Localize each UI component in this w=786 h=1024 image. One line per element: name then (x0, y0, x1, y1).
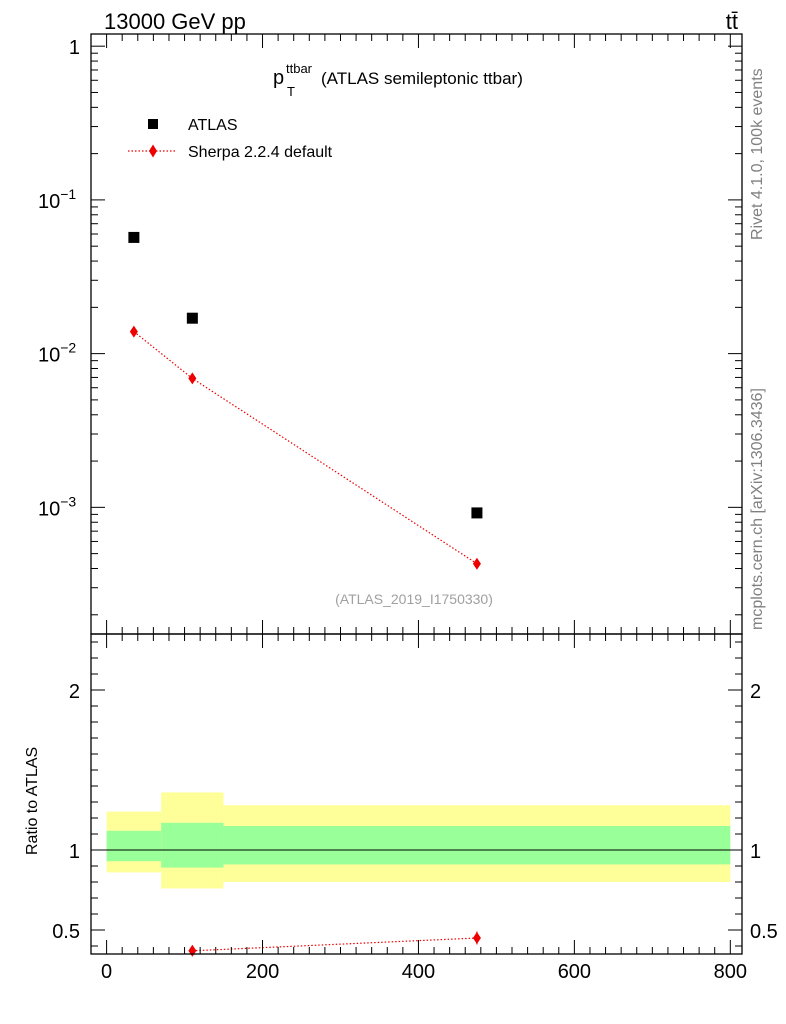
ratio-xtick-label-4: 800 (714, 961, 747, 983)
sherpa-line (133, 331, 478, 565)
legend-label-atlas: ATLAS (188, 117, 238, 134)
ratio-ylabel: Ratio to ATLAS (24, 747, 41, 855)
ratio-sherpa-point-1 (472, 932, 481, 944)
legend-label-sherpa: Sherpa 2.2.4 default (188, 144, 333, 161)
ratio-band-3 (106, 830, 162, 862)
sherpa-point-0 (129, 325, 138, 338)
ratio-ytick-label-right-1: 1 (750, 841, 761, 863)
legend-marker-atlas (148, 119, 158, 129)
ratio-ytick-label-left-0: 0.5 (52, 921, 80, 943)
ratio-ytick-label-right-0: 0.5 (750, 921, 778, 943)
ratio-panel: 0.5 0.5 1 1 2 2 0 200 400 600 800 (52, 633, 778, 983)
sherpa-point-2 (472, 557, 481, 570)
atlas-point-0 (128, 231, 140, 243)
ratio-bands (106, 792, 731, 889)
rivet-label: Rivet 4.1.0, 100k events (749, 68, 766, 240)
ratio-plot-content (188, 931, 481, 957)
ratio-ytick-label-left-2: 2 (69, 681, 80, 703)
title-rest: (ATLAS semileptonic ttbar) (321, 69, 523, 88)
main-ytick-label-0: 1 (69, 37, 80, 59)
ratio-ytick-label-right-2: 2 (750, 681, 761, 703)
analysis-label: (ATLAS_2019_I1750330) (335, 591, 493, 607)
title-base: p (273, 67, 284, 89)
header-left-label: 13000 GeV pp (104, 9, 246, 34)
main-title: p ttbar T (ATLAS semileptonic ttbar) (273, 57, 523, 100)
legend-marker-sherpa (149, 144, 157, 158)
title-superscript: ttbar (286, 61, 313, 76)
ratio-xtick-label-1: 200 (246, 961, 279, 983)
main-panel: 1 10−1 10−2 10−3 p ttbar T (ATLAS semilepto… (38, 33, 743, 635)
ratio-axes: 0.5 0.5 1 1 2 2 0 200 400 600 800 (52, 634, 778, 983)
main-ytick-label-2: 10−2 (38, 340, 76, 367)
ratio-band-4 (161, 822, 224, 868)
header-right-label: tt̄ (726, 9, 738, 34)
atlas-point-1 (186, 312, 198, 324)
mcplots-label: mcplots.cern.ch [arXiv:1306.3436] (749, 388, 766, 630)
ratio-band-5 (223, 826, 731, 865)
ratio-frame (90, 633, 743, 955)
legend: ATLAS Sherpa 2.2.4 default (128, 117, 333, 161)
main-ytick-label-1: 10−1 (38, 186, 76, 213)
ratio-xtick-label-0: 0 (101, 961, 112, 983)
ratio-xtick-label-3: 600 (558, 961, 591, 983)
sherpa-point-1 (188, 372, 197, 385)
main-axes: 1 10−1 10−2 10−3 (38, 34, 742, 634)
title-subscript: T (287, 84, 295, 99)
main-plot-content (128, 231, 483, 570)
ratio-xtick-label-2: 400 (402, 961, 435, 983)
ratio-sherpa-point-0 (188, 944, 197, 957)
main-ytick-label-3: 10−3 (38, 493, 76, 520)
ratio-ytick-label-left-1: 1 (69, 841, 80, 863)
atlas-point-2 (471, 507, 483, 519)
